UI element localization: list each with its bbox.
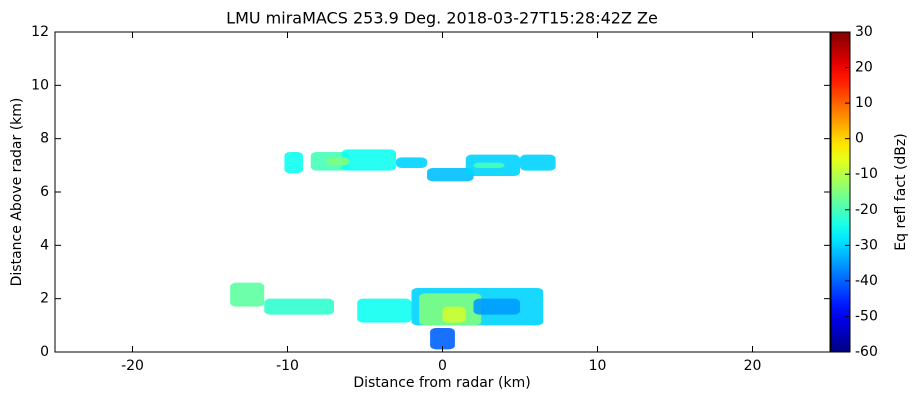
colorbar-tick-label: -20	[855, 202, 878, 218]
x-tick-label: -20	[121, 358, 144, 374]
colorbar	[830, 31, 851, 353]
y-tick-label: 12	[31, 24, 49, 40]
x-tick-label: -10	[276, 358, 299, 374]
x-tick-label: 0	[438, 358, 447, 374]
colorbar-tick-label: 30	[855, 24, 873, 40]
x-axis-label: Distance from radar (km)	[353, 375, 530, 391]
colorbar-tick-label: 20	[855, 60, 873, 76]
y-tick-label: 10	[31, 77, 49, 93]
y-tick-label: 4	[40, 237, 49, 253]
reflectivity-region	[427, 168, 474, 182]
reflectivity-region	[284, 152, 303, 174]
reflectivity-region	[341, 149, 396, 171]
reflectivity-region	[430, 328, 455, 350]
colorbar-label: Eq refl fact (dBz)	[893, 133, 909, 250]
x-tick-label: 20	[744, 358, 762, 374]
reflectivity-region	[442, 306, 466, 323]
reflectivity-region	[473, 162, 505, 168]
colorbar-tick-label: -30	[855, 237, 878, 253]
colorbar-tick-label: -50	[855, 308, 878, 324]
y-tick-label: 8	[40, 131, 49, 147]
colorbar-tick-label: 10	[855, 95, 873, 111]
y-tick-label: 2	[40, 291, 49, 307]
reflectivity-region	[264, 298, 334, 315]
y-tick-label: 6	[40, 184, 49, 200]
reflectivity-region	[357, 298, 412, 323]
colorbar-tick-label: -10	[855, 166, 878, 182]
y-axis-label: Distance Above radar (km)	[9, 98, 25, 287]
colorbar-tick-label: 0	[855, 131, 864, 147]
y-tick-label: 0	[40, 344, 49, 360]
chart-title: LMU miraMACS 253.9 Deg. 2018-03-27T15:28…	[226, 9, 658, 28]
reflectivity-region	[473, 298, 520, 315]
reflectivity-region	[230, 282, 265, 307]
reflectivity-region	[520, 154, 556, 171]
reflectivity-region	[326, 157, 350, 166]
colorbar-tick-label: -40	[855, 273, 878, 289]
colorbar-tick-label: -60	[855, 344, 878, 360]
x-tick-label: 10	[589, 358, 607, 374]
reflectivity-region	[396, 157, 427, 168]
